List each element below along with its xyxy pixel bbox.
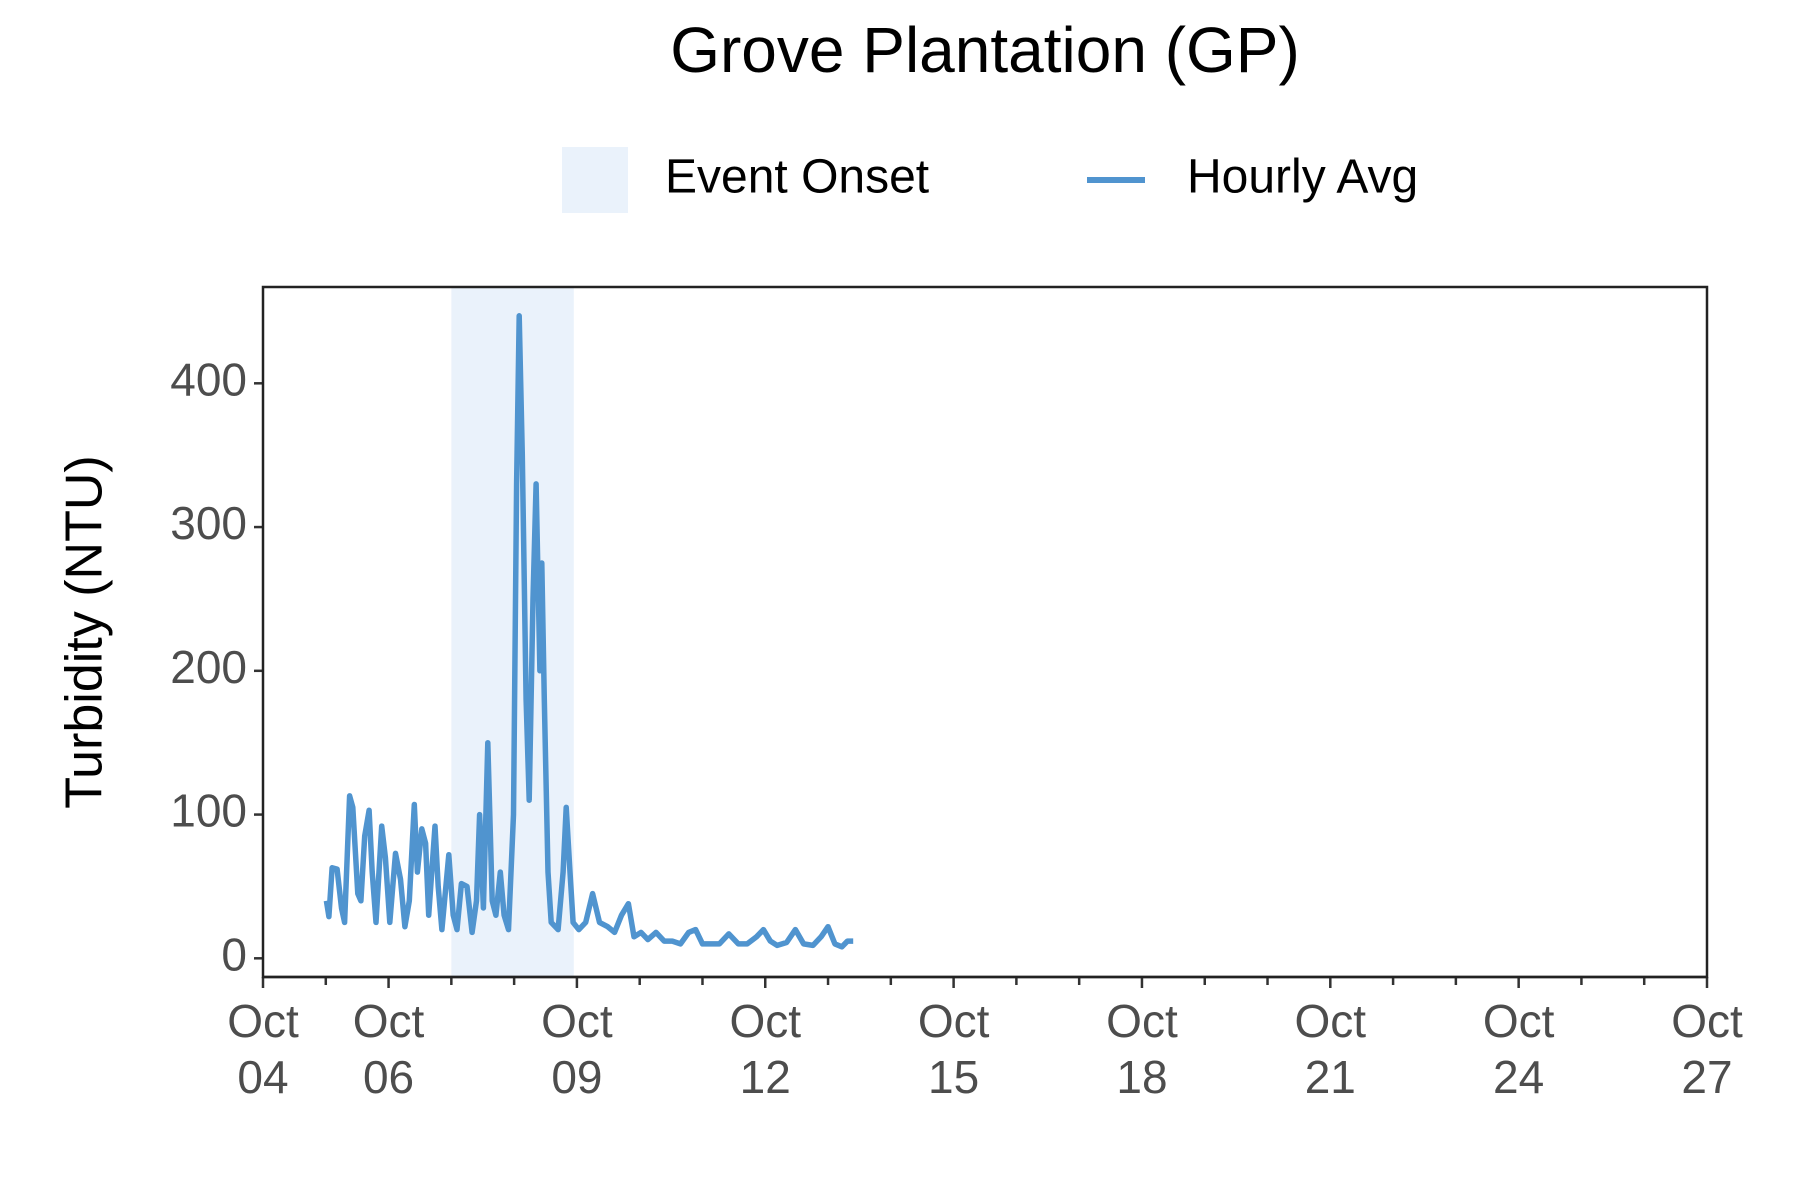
x-tick-label: Oct 15 [917, 995, 990, 1103]
x-tick-label: Oct 27 [1671, 995, 1743, 1103]
y-tick-label: 0 [221, 928, 247, 980]
y-tick-label: 400 [170, 353, 247, 405]
y-tick-label: 300 [170, 497, 247, 549]
legend-label: Event Onset [665, 151, 929, 204]
x-tick-label: Oct 18 [1106, 995, 1178, 1103]
y-tick-label: 200 [170, 641, 247, 693]
x-tick-label: Oct 24 [1482, 995, 1555, 1103]
line [323, 313, 854, 950]
x-tick-label: Oct 06 [352, 995, 425, 1103]
chart-title: Grove Plantation (GP) [670, 14, 1300, 86]
legend-swatch [562, 147, 628, 213]
plot-border [261, 285, 1709, 979]
y-axis-label: Turbidity (NTU) [56, 455, 114, 808]
legend-label: Hourly Avg [1187, 151, 1418, 204]
x-tick-label: Oct 12 [729, 995, 802, 1103]
x-tick-label: Oct 04 [227, 995, 299, 1103]
x-tick-label: Oct 09 [541, 995, 613, 1103]
y-tick-label: 100 [170, 785, 247, 837]
x-tick-label: Oct 21 [1294, 995, 1367, 1103]
